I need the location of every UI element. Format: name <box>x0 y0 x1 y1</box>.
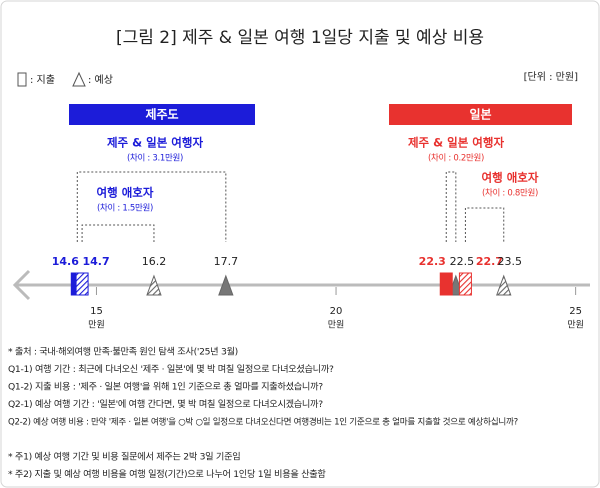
legend-icon-spend <box>17 72 27 87</box>
difference-label: (차이 : 0.8만원) <box>482 188 538 199</box>
note: Q2-2) 예상 여행 비용 : 만약 '제주 · 일본 여행'을 ○박 ○일 … <box>8 416 518 428</box>
segment-name: 제주 & 일본 여행자 <box>107 136 204 150</box>
segment-name: 여행 애호자 <box>97 186 154 200</box>
chart-title: [그림 2] 제주 & 일본 여행 1일당 지출 및 예상 비용 <box>116 28 484 48</box>
expected-marker <box>496 274 512 296</box>
spend-marker <box>75 272 89 296</box>
x-tick-unit: 만원 <box>328 320 345 331</box>
expected-label: 23.5 <box>498 255 523 268</box>
expected-label: 16.2 <box>142 255 167 268</box>
group-name: 일본 <box>469 108 491 122</box>
note: Q1-1) 여행 기간 : 최근에 다녀오신 '제주 · 일본'에 몇 박 며칠… <box>8 363 334 375</box>
spend-label: 22.3 <box>419 255 446 268</box>
group-header <box>389 104 572 125</box>
spend-label: 14.6 <box>52 255 79 268</box>
expected-label: 22.5 <box>450 255 475 268</box>
group-name: 제주도 <box>145 108 178 122</box>
unit-label: [단위 : 만원] <box>524 70 578 83</box>
expected-marker <box>218 274 234 296</box>
expected-marker <box>146 274 162 296</box>
note: Q1-2) 지출 비용 : '제주 · 일본 여행'을 위해 1인 기준으로 총… <box>8 381 323 393</box>
spend-label: 22.7 <box>476 255 503 268</box>
x-tick-label: 25 <box>569 306 582 317</box>
x-tick-label: 15 <box>90 306 103 317</box>
group-header <box>69 104 255 125</box>
note: Q2-1) 예상 여행 기간 : '일본'에 여행 간다면, 몇 박 며칠 일정… <box>8 398 323 410</box>
legend-expected: : 예상 <box>88 74 113 86</box>
note: * 출처 : 국내·해외여행 만족·불만족 원인 탐색 조사('25년 3월) <box>8 346 238 358</box>
spend-label: 14.7 <box>83 255 110 268</box>
legend-spend: : 지출 <box>30 74 55 86</box>
axis-arrow <box>12 269 31 301</box>
spend-marker <box>458 272 472 296</box>
x-tick-label: 20 <box>330 306 343 317</box>
difference-bracket <box>76 171 227 242</box>
spend-marker <box>439 272 453 296</box>
segment-name: 제주 & 일본 여행자 <box>408 136 505 150</box>
difference-bracket <box>81 224 155 242</box>
note: * 주2) 지출 및 예상 여행 비용을 여행 일정(기간)으로 나누어 1인당… <box>8 468 326 480</box>
segment-name: 여행 애호자 <box>482 171 539 185</box>
legend-icon-expected <box>72 71 86 87</box>
difference-label: (차이 : 3.1만원) <box>127 153 183 164</box>
x-tick-unit: 만원 <box>88 320 105 331</box>
difference-label: (차이 : 1.5만원) <box>97 203 153 214</box>
note: * 주1) 예상 여행 기간 및 비용 질문에서 제주는 2박 3일 기준임 <box>8 451 240 463</box>
expected-label: 17.7 <box>214 255 239 268</box>
difference-label: (차이 : 0.2만원) <box>428 153 484 164</box>
difference-bracket <box>464 207 505 242</box>
x-tick-unit: 만원 <box>567 320 584 331</box>
